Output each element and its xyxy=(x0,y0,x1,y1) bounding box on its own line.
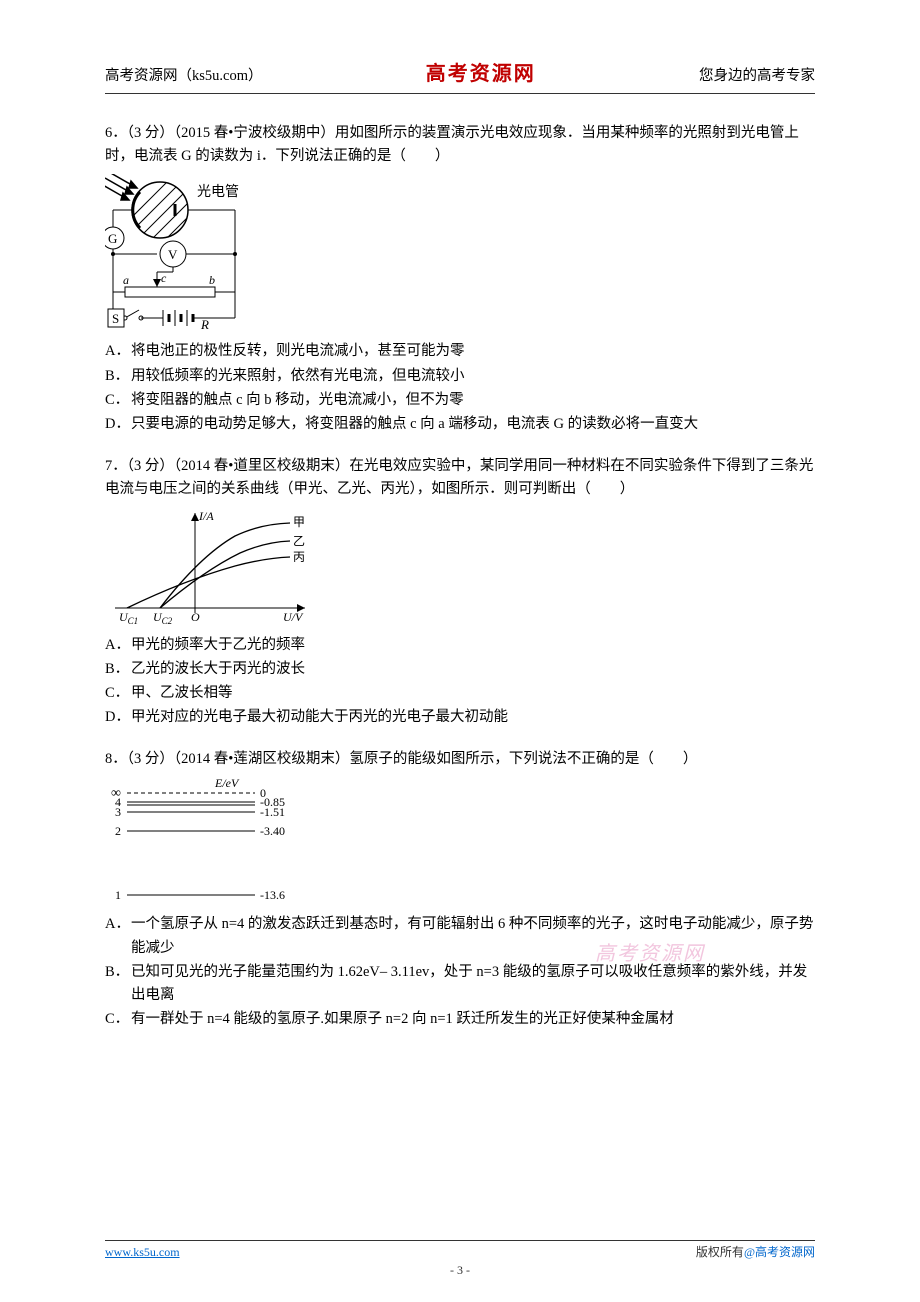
q8-e-151: -1.51 xyxy=(260,805,285,819)
q6-opt-D: D． 只要电源的电动势足够大，将变阻器的触点 c 向 a 端移动，电流表 G 的… xyxy=(105,413,815,436)
opt-text: 一个氢原子从 n=4 的激发态跃迁到基态时，有可能辐射出 6 种不同频率的光子，… xyxy=(131,913,815,959)
q6-label-S: S xyxy=(112,311,119,326)
q7-label-bing: 丙 xyxy=(293,550,305,564)
q8-stem: 8．（3 分）（2014 春•莲湖区校级期末）氢原子的能级如图所示，下列说法不正… xyxy=(105,748,815,771)
header-title: 高考资源网 xyxy=(426,58,536,90)
opt-letter: C． xyxy=(105,389,131,412)
q8-opt-C: C． 有一群处于 n=4 能级的氢原子.如果原子 n=2 向 n=1 跃迁所发生… xyxy=(105,1008,815,1031)
q8-n-1: 1 xyxy=(115,888,121,902)
q7-xlabel: U/V xyxy=(283,610,304,624)
q7-ylabel: I/A xyxy=(198,509,214,523)
opt-letter: C． xyxy=(105,682,131,705)
q6-label-V: V xyxy=(168,247,178,262)
q6-label-b: b xyxy=(209,273,215,287)
q7-stem: 7．（3 分）（2014 春•道里区校级期末）在光电效应实验中，某同学用同一种材… xyxy=(105,455,815,501)
q6-opt-A: A． 将电池正的极性反转，则光电流减小，甚至可能为零 xyxy=(105,340,815,363)
q6-circuit-icon: 光电管 G V a b c xyxy=(105,174,265,334)
page-footer: www.ks5u.com 版权所有@高考资源网 xyxy=(105,1240,815,1262)
opt-text: 将电池正的极性反转，则光电流减小，甚至可能为零 xyxy=(131,340,815,363)
opt-text: 乙光的波长大于丙光的波长 xyxy=(131,658,815,681)
page: 高考资源网（ks5u.com） 高考资源网 您身边的高考专家 6．（3 分）（2… xyxy=(0,0,920,1302)
q8-opt-A: A． 一个氢原子从 n=4 的激发态跃迁到基态时，有可能辐射出 6 种不同频率的… xyxy=(105,913,815,959)
q7-uc2: UC2 xyxy=(153,610,173,626)
opt-letter: B． xyxy=(105,961,131,1007)
footer-url[interactable]: www.ks5u.com xyxy=(105,1243,180,1262)
opt-text: 甲光对应的光电子最大初动能大于丙光的光电子最大初动能 xyxy=(131,706,815,729)
q8-unit: E/eV xyxy=(214,777,240,790)
opt-text: 甲光的频率大于乙光的频率 xyxy=(131,634,815,657)
q6-label-a: a xyxy=(123,273,129,287)
q7-label-jia: 甲 xyxy=(293,515,305,529)
q6-opt-C: C． 将变阻器的触点 c 向 b 移动，光电流减小，但不为零 xyxy=(105,389,815,412)
page-number: - 3 - xyxy=(0,1261,920,1280)
q8-e-340: -3.40 xyxy=(260,824,285,838)
opt-letter: D． xyxy=(105,706,131,729)
q7-figure: I/A U/V UC1 UC2 O 甲 乙 丙 xyxy=(105,508,815,628)
q7-uc1: UC1 xyxy=(119,610,138,626)
q6-opt-B: B． 用较低频率的光来照射，依然有光电流，但电流较小 xyxy=(105,365,815,388)
q8-opt-B: B． 已知可见光的光子能量范围约为 1.62eV– 3.11ev，处于 n=3 … xyxy=(105,961,815,1007)
q6-label-R: R xyxy=(200,317,209,332)
q6-figure: 光电管 G V a b c xyxy=(105,174,815,334)
opt-letter: A． xyxy=(105,634,131,657)
q6-stem: 6．（3 分）（2015 春•宁波校级期中）用如图所示的装置演示光电效应现象．当… xyxy=(105,122,815,168)
opt-text: 甲、乙波长相等 xyxy=(131,682,815,705)
q7-label-yi: 乙 xyxy=(293,534,305,548)
q6-label-tube: 光电管 xyxy=(197,184,239,200)
q7-opt-A: A． 甲光的频率大于乙光的频率 xyxy=(105,634,815,657)
opt-letter: C． xyxy=(105,1008,131,1031)
q8-n-3: 3 xyxy=(115,805,121,819)
q8-n-2: 2 xyxy=(115,824,121,838)
q7-opt-B: B． 乙光的波长大于丙光的波长 xyxy=(105,658,815,681)
opt-letter: D． xyxy=(105,413,131,436)
page-header: 高考资源网（ks5u.com） 高考资源网 您身边的高考专家 xyxy=(105,58,815,94)
q6-label-G: G xyxy=(108,231,117,246)
q8-energy-levels-icon: E/eV ∞ 0 4 -0.85 3 -1.51 2 -3.40 1 -13.6 xyxy=(105,777,305,907)
q6-label-c: c xyxy=(161,271,167,285)
q7-opt-D: D． 甲光对应的光电子最大初动能大于丙光的光电子最大初动能 xyxy=(105,706,815,729)
opt-letter: B． xyxy=(105,365,131,388)
q7-origin: O xyxy=(191,610,200,624)
q7-graph-icon: I/A U/V UC1 UC2 O 甲 乙 丙 xyxy=(105,508,315,628)
opt-letter: A． xyxy=(105,340,131,363)
q7-opt-C: C． 甲、乙波长相等 xyxy=(105,682,815,705)
opt-letter: B． xyxy=(105,658,131,681)
opt-text: 已知可见光的光子能量范围约为 1.62eV– 3.11ev，处于 n=3 能级的… xyxy=(131,961,815,1007)
opt-text: 有一群处于 n=4 能级的氢原子.如果原子 n=2 向 n=1 跃迁所发生的光正… xyxy=(131,1008,815,1031)
opt-text: 只要电源的电动势足够大，将变阻器的触点 c 向 a 端移动，电流表 G 的读数必… xyxy=(131,413,815,436)
q8-figure: E/eV ∞ 0 4 -0.85 3 -1.51 2 -3.40 1 -13.6 xyxy=(105,777,815,907)
header-left: 高考资源网（ks5u.com） xyxy=(105,65,262,88)
header-right: 您身边的高考专家 xyxy=(699,65,815,88)
footer-copyright: 版权所有@高考资源网 xyxy=(696,1243,815,1262)
q8-e-136: -13.6 xyxy=(260,888,285,902)
opt-text: 用较低频率的光来照射，依然有光电流，但电流较小 xyxy=(131,365,815,388)
opt-letter: A． xyxy=(105,913,131,959)
opt-text: 将变阻器的触点 c 向 b 移动，光电流减小，但不为零 xyxy=(131,389,815,412)
